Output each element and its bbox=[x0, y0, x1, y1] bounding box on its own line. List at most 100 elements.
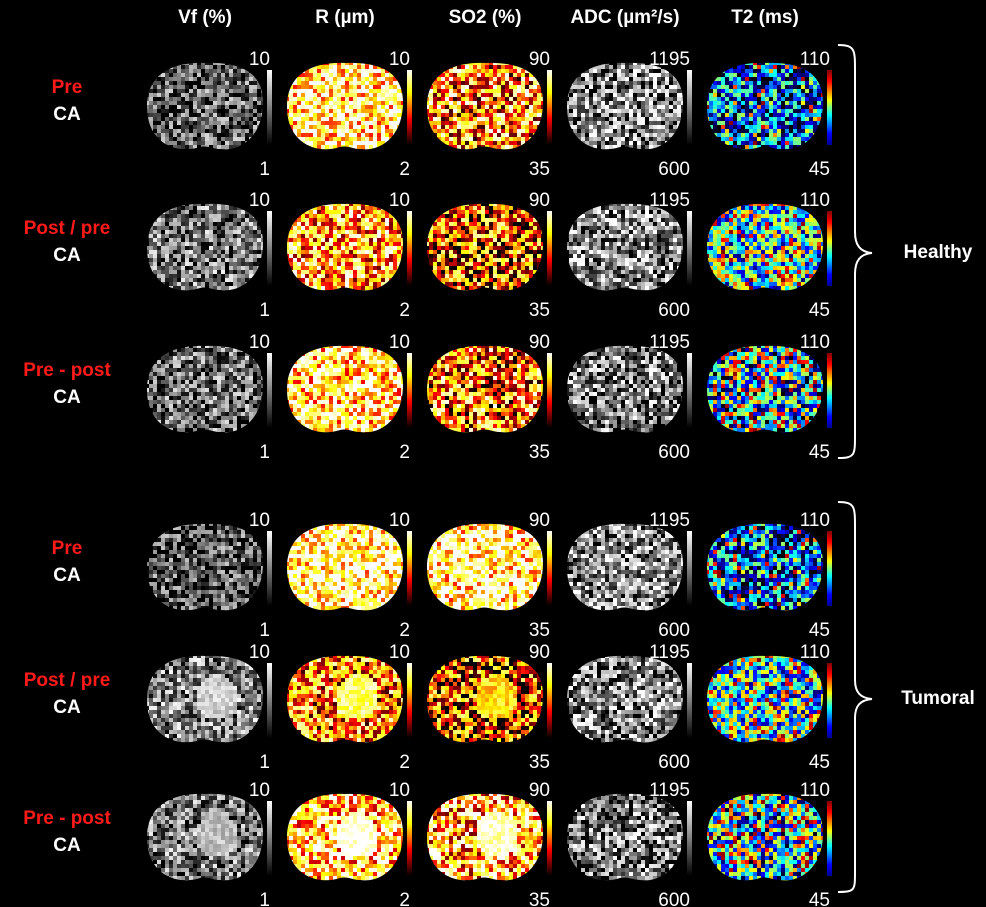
pixel bbox=[185, 77, 189, 81]
pixel bbox=[245, 141, 249, 145]
pixel bbox=[213, 222, 217, 226]
pixel bbox=[173, 270, 177, 274]
pixel bbox=[181, 113, 185, 117]
pixel bbox=[661, 149, 665, 150]
pixel bbox=[441, 210, 445, 214]
pixel bbox=[389, 274, 393, 278]
pixel bbox=[161, 113, 165, 117]
pixel bbox=[745, 97, 749, 101]
pixel bbox=[357, 282, 361, 286]
pixel bbox=[707, 65, 709, 69]
pixel bbox=[369, 93, 373, 97]
pixel bbox=[733, 105, 737, 109]
pixel bbox=[717, 89, 721, 93]
pixel bbox=[317, 218, 321, 222]
pixel bbox=[497, 77, 501, 81]
pixel bbox=[613, 62, 617, 65]
pixel bbox=[337, 290, 341, 291]
pixel bbox=[509, 113, 513, 117]
pixel bbox=[253, 262, 257, 266]
pixel bbox=[353, 145, 357, 149]
pixel bbox=[173, 222, 177, 226]
pixel bbox=[325, 81, 329, 85]
pixel bbox=[373, 242, 377, 246]
pixel bbox=[241, 246, 245, 250]
pixel bbox=[813, 145, 817, 149]
pixel bbox=[427, 93, 429, 97]
pixel bbox=[445, 125, 449, 129]
pixel bbox=[313, 121, 317, 125]
pixel bbox=[261, 274, 263, 278]
pixel bbox=[309, 203, 313, 206]
pixel bbox=[237, 125, 241, 129]
pixel bbox=[385, 250, 389, 254]
pixel bbox=[821, 77, 823, 81]
pixel bbox=[161, 121, 165, 125]
pixel bbox=[213, 101, 217, 105]
pixel bbox=[433, 121, 437, 125]
pixel bbox=[567, 125, 569, 129]
pixel bbox=[177, 274, 181, 278]
pixel bbox=[229, 105, 233, 109]
pixel bbox=[741, 121, 745, 125]
pixel bbox=[529, 73, 533, 77]
pixel bbox=[649, 81, 653, 85]
pixel bbox=[581, 117, 585, 121]
pixel bbox=[385, 274, 389, 278]
pixel bbox=[521, 65, 525, 69]
pixel bbox=[205, 137, 209, 141]
pixel bbox=[205, 274, 209, 278]
pixel bbox=[305, 93, 309, 97]
pixel bbox=[345, 270, 349, 274]
pixel bbox=[353, 149, 357, 150]
pixel bbox=[393, 242, 397, 246]
pixel bbox=[513, 137, 517, 141]
pixel bbox=[567, 73, 569, 77]
pixel bbox=[609, 105, 613, 109]
pixel bbox=[169, 81, 173, 85]
pixel bbox=[613, 125, 617, 129]
pixel bbox=[513, 206, 517, 210]
pixel bbox=[313, 282, 317, 286]
pixel bbox=[633, 129, 637, 133]
pixel bbox=[777, 101, 781, 105]
pixel bbox=[453, 218, 457, 222]
pixel bbox=[805, 137, 809, 141]
pixel bbox=[189, 89, 193, 93]
pixel bbox=[287, 258, 289, 262]
pixel bbox=[177, 105, 181, 109]
pixel bbox=[393, 89, 397, 93]
pixel bbox=[633, 121, 637, 125]
pixel bbox=[213, 77, 217, 81]
pixel bbox=[225, 141, 229, 145]
pixel bbox=[261, 282, 263, 286]
pixel bbox=[313, 65, 317, 69]
pixel bbox=[673, 149, 677, 150]
pixel bbox=[613, 141, 617, 145]
pixel bbox=[297, 145, 301, 149]
pixel bbox=[313, 266, 317, 270]
pixel bbox=[393, 262, 397, 266]
pixel bbox=[657, 81, 661, 85]
pixel bbox=[505, 214, 509, 218]
pixel bbox=[785, 89, 789, 93]
pixel bbox=[707, 121, 709, 125]
pixel bbox=[381, 101, 385, 105]
pixel bbox=[261, 226, 263, 230]
pixel bbox=[537, 77, 541, 81]
pixel bbox=[637, 121, 641, 125]
pixel bbox=[373, 230, 377, 234]
pixel bbox=[741, 149, 745, 150]
pixel bbox=[225, 218, 229, 222]
pixel bbox=[389, 258, 393, 262]
pixel bbox=[217, 93, 221, 97]
pixel bbox=[509, 73, 513, 77]
pixel bbox=[469, 73, 473, 77]
pixel bbox=[341, 62, 345, 65]
pixel bbox=[147, 230, 149, 234]
pixel bbox=[345, 278, 349, 282]
pixel bbox=[221, 278, 225, 282]
pixel bbox=[709, 117, 713, 121]
pixel bbox=[149, 89, 153, 93]
pixel bbox=[485, 85, 489, 89]
